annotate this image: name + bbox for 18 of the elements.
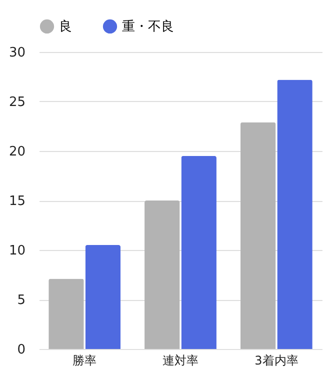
y-tick-label: 10: [8, 244, 26, 258]
x-tick-label: 勝率: [72, 354, 97, 368]
y-tick-label: 25: [8, 95, 26, 110]
legend-label: 良: [59, 19, 72, 34]
y-tick-label: 5: [17, 293, 26, 308]
y-tick-label: 0: [17, 342, 26, 358]
bar: [48, 278, 84, 349]
bar: [240, 122, 276, 349]
bar: [85, 245, 121, 349]
legend-label: 重・不良: [122, 19, 174, 34]
y-tick-label: 30: [8, 46, 26, 60]
x-tick-label: 連対率: [162, 354, 198, 368]
bar: [277, 80, 312, 349]
bar: [181, 156, 216, 349]
y-tick-label: 15: [8, 194, 26, 209]
bar: [144, 200, 180, 349]
y-tick-label: 20: [8, 144, 26, 160]
x-tick-label: 3着内率: [254, 354, 298, 368]
